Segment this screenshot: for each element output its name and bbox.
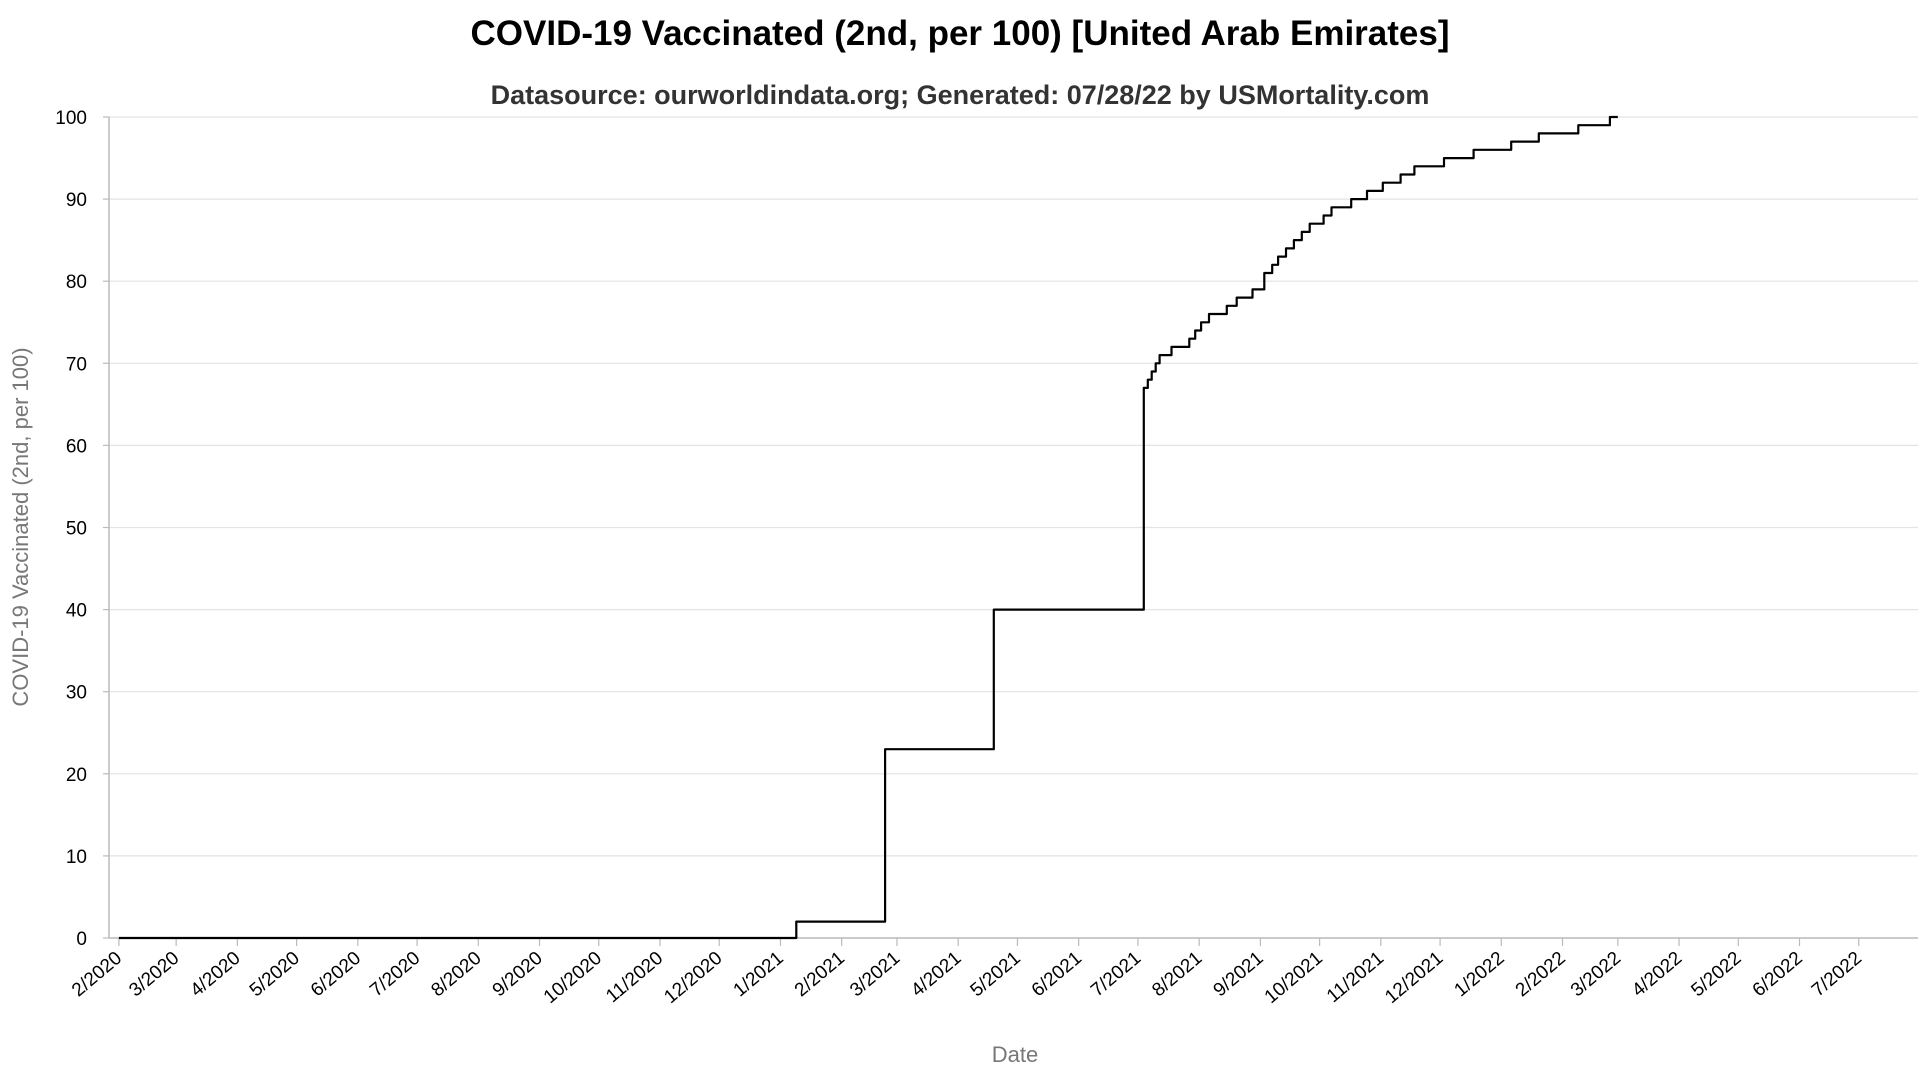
y-tick-label: 20 — [66, 765, 87, 786]
x-tick-label: 6/2020 — [307, 948, 365, 1001]
chart-subtitle: Datasource: ourworldindata.org; Generate… — [490, 80, 1430, 110]
y-axis-title: COVID-19 Vaccinated (2nd, per 100) — [8, 347, 33, 706]
x-tick-labels: 2/2020 3/2020 4/2020 5/2020 6/2020 7/2020 8/20… — [68, 938, 1866, 1008]
series-group — [118, 115, 1618, 940]
y-tick-label: 40 — [66, 601, 87, 622]
x-tick-label: 5/2022 — [1687, 948, 1745, 1001]
x-tick-label: 8/2021 — [1148, 948, 1206, 1001]
y-tick-labels: 0 10 20 30 40 50 60 70 80 90 100 — [55, 108, 109, 950]
x-tick-label: 1/2021 — [730, 948, 788, 1001]
x-tick-label: 12/2021 — [1381, 948, 1447, 1008]
y-tick-label: 0 — [76, 929, 87, 950]
x-tick-label: 12/2020 — [660, 948, 726, 1008]
x-tick-label: 2/2021 — [791, 948, 849, 1001]
x-tick-label: 5/2021 — [967, 948, 1025, 1001]
y-tick-label: 100 — [55, 108, 87, 129]
x-tick-label: 3/2022 — [1567, 948, 1625, 1001]
x-tick-label: 1/2022 — [1450, 948, 1508, 1001]
x-tick-label: 10/2020 — [540, 948, 606, 1008]
x-tick-label: 10/2021 — [1261, 948, 1327, 1008]
x-tick-label: 4/2022 — [1628, 948, 1686, 1001]
series-line-0 — [118, 115, 1618, 940]
x-tick-label: 7/2021 — [1087, 948, 1145, 1001]
x-tick-label: 2/2020 — [68, 948, 126, 1001]
x-tick-label: 9/2020 — [489, 948, 547, 1001]
y-tick-label: 80 — [66, 272, 87, 293]
y-tick-label: 90 — [66, 190, 87, 211]
x-tick-label: 4/2020 — [187, 948, 245, 1001]
x-tick-label: 6/2022 — [1749, 948, 1807, 1001]
grid-lines — [109, 116, 1918, 939]
x-tick-label: 3/2021 — [846, 948, 904, 1001]
x-tick-label: 9/2021 — [1210, 948, 1268, 1001]
y-tick-label: 70 — [66, 354, 87, 375]
chart-title: COVID-19 Vaccinated (2nd, per 100) [Unit… — [470, 14, 1450, 53]
y-tick-label: 10 — [66, 847, 87, 868]
x-tick-label: 6/2021 — [1028, 948, 1086, 1001]
x-tick-label: 11/2021 — [1323, 948, 1388, 1007]
x-tick-label: 4/2021 — [907, 948, 965, 1001]
x-tick-label: 5/2020 — [246, 948, 304, 1001]
x-tick-label: 7/2020 — [366, 948, 424, 1001]
x-tick-label: 3/2020 — [125, 948, 183, 1001]
x-tick-label: 2/2022 — [1512, 948, 1570, 1001]
y-tick-label: 30 — [66, 683, 87, 704]
y-tick-label: 50 — [66, 519, 87, 540]
x-axis-title: Date — [992, 1042, 1038, 1067]
x-tick-label: 8/2020 — [427, 948, 485, 1001]
y-tick-label: 60 — [66, 436, 87, 457]
x-tick-label: 7/2022 — [1808, 948, 1866, 1001]
x-tick-label: 11/2020 — [602, 948, 667, 1007]
